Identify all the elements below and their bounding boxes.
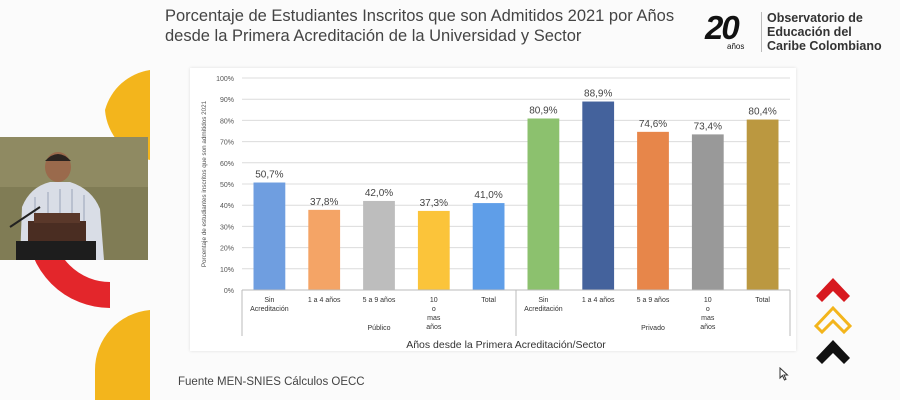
- data-label: 80,9%: [529, 105, 557, 116]
- presenter-webcam-video: [0, 137, 148, 260]
- y-tick-label: 70%: [220, 140, 234, 147]
- y-tick-label: 30%: [220, 224, 234, 231]
- bar: [253, 182, 286, 290]
- data-label: 73,4%: [694, 121, 722, 132]
- bar: [582, 101, 615, 290]
- y-tick-label: 90%: [220, 97, 234, 104]
- group-label: Privado: [641, 325, 665, 332]
- bar: [308, 209, 341, 290]
- data-label: 74,6%: [639, 119, 667, 130]
- x-category-label: 1 a 4 años: [582, 297, 615, 304]
- slide-title: Porcentaje de Estudiantes Inscritos que …: [165, 7, 675, 45]
- bar: [472, 203, 505, 290]
- y-axis-label: Porcentaje de estudiantes inscritos que …: [201, 100, 208, 267]
- y-tick-label: 50%: [220, 182, 234, 189]
- y-tick-label: 80%: [220, 118, 234, 125]
- data-label: 37,8%: [310, 197, 338, 208]
- y-tick-label: 40%: [220, 203, 234, 210]
- bar: [746, 119, 779, 290]
- source-note: Fuente MEN-SNIES Cálculos OECC: [178, 376, 365, 388]
- bar: [363, 200, 395, 290]
- group-label: Público: [368, 325, 391, 332]
- data-label: 37,3%: [420, 198, 448, 209]
- logo-anos: años: [727, 42, 745, 51]
- yellow-shape-bottom: [94, 310, 150, 400]
- yellow-chevron-icon: [813, 305, 853, 335]
- bar-chart: 0% 10% 20% 30% 40% 50% 60% 70% 80% 90% 100% Porcent…: [201, 76, 791, 351]
- x-category-label: 10 o mas años: [700, 297, 716, 331]
- bar: [637, 131, 669, 290]
- x-category-label: 1 a 4 años: [308, 297, 341, 304]
- logo-line-1: Observatorio de: [767, 11, 863, 25]
- y-tick-label: 100%: [216, 76, 234, 83]
- x-category-label: 5 a 9 años: [363, 297, 396, 304]
- chart-panel: 0% 10% 20% 30% 40% 50% 60% 70% 80% 90% 100% Porcent…: [190, 68, 796, 351]
- x-category-label: 10 o mas años: [426, 297, 442, 331]
- y-tick-label: 20%: [220, 246, 234, 253]
- logo-number: 20: [705, 9, 740, 46]
- bar: [527, 118, 560, 290]
- data-label: 80,4%: [748, 107, 776, 118]
- x-category-label: Total: [481, 297, 496, 304]
- bar: [417, 210, 450, 290]
- y-tick-label: 60%: [220, 161, 234, 168]
- bar: [691, 134, 724, 290]
- data-label: 88,9%: [584, 89, 612, 100]
- logo-line-3: Caribe Colombiano: [767, 39, 882, 53]
- x-axis-title: Años desde la Primera Acreditación/Secto…: [406, 339, 606, 351]
- observatorio-logo: 20 años Observatorio de Educación del Ca…: [703, 9, 898, 57]
- black-chevron-icon: [816, 340, 850, 364]
- x-category-label: Total: [755, 297, 770, 304]
- presenter-image: [0, 137, 148, 260]
- logo-line-2: Educación del: [767, 25, 852, 39]
- data-label: 41,0%: [474, 190, 502, 201]
- x-category-label: 5 a 9 años: [637, 297, 670, 304]
- y-tick-label: 10%: [220, 267, 234, 274]
- data-label: 42,0%: [365, 188, 393, 199]
- x-category-label: Sin Acreditación: [250, 297, 289, 313]
- data-label: 50,7%: [255, 170, 283, 181]
- decorative-chevrons-right: [813, 278, 853, 364]
- x-category-label: Sin Acreditación: [524, 297, 563, 313]
- y-tick-label: 0%: [224, 288, 234, 295]
- mouse-cursor-icon: [779, 367, 789, 381]
- red-chevron-icon: [816, 278, 850, 302]
- logo-divider: [761, 12, 762, 52]
